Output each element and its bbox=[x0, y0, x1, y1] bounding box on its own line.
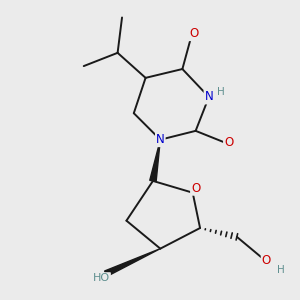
Text: O: O bbox=[191, 182, 200, 195]
Text: N: N bbox=[205, 91, 213, 103]
Text: N: N bbox=[156, 133, 165, 146]
Text: O: O bbox=[224, 136, 233, 149]
Polygon shape bbox=[150, 140, 160, 182]
Text: HO: HO bbox=[93, 273, 110, 283]
Polygon shape bbox=[105, 249, 160, 276]
Text: O: O bbox=[262, 254, 271, 267]
Text: H: H bbox=[277, 265, 285, 275]
Text: H: H bbox=[218, 87, 225, 97]
Text: O: O bbox=[189, 27, 198, 40]
